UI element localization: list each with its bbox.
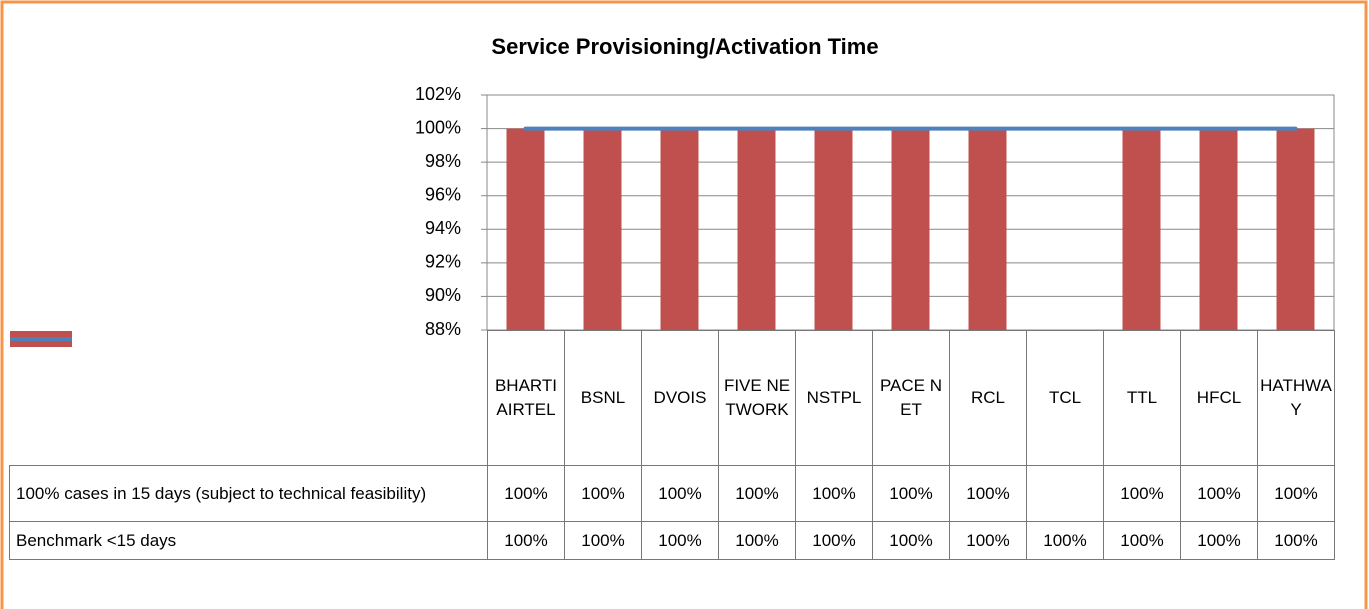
chart-title: Service Provisioning/Activation Time <box>491 34 878 59</box>
series-row: Benchmark <15 days 100% 100% 100% 100% 100% 10… <box>9 336 1335 560</box>
y-tick-label: 102% <box>415 84 461 104</box>
data-label: 100% <box>949 465 1027 522</box>
data-label: 100% <box>1103 521 1181 560</box>
data-label: 100% <box>1103 465 1181 522</box>
data-label: 100% <box>1180 521 1258 560</box>
data-label: 100% <box>564 521 642 560</box>
category-row: BHARTI AIRTEL BSNL DVOIS FIVE NETWORK NSTPL P… <box>10 330 1335 466</box>
bar <box>1122 128 1161 330</box>
data-label: 100% <box>641 465 719 522</box>
x-tick-label: FIVE NETWORK <box>718 330 796 466</box>
x-tick-label: NSTPL <box>795 330 873 466</box>
bar <box>968 128 1007 330</box>
x-tick-label: RCL <box>949 330 1027 466</box>
data-label: 100% <box>795 465 873 522</box>
corner <box>10 331 488 466</box>
data-label: 100% <box>1026 521 1104 560</box>
x-tick-label: PACE NET <box>872 330 950 466</box>
empty-cell <box>1026 465 1104 522</box>
data-label: 100% <box>1180 465 1258 522</box>
x-tick-label: HFCL <box>1180 330 1258 466</box>
y-tick-label: 94% <box>425 218 461 238</box>
bar <box>814 128 853 330</box>
legend-label: Benchmark <15 days <box>16 530 177 550</box>
x-tick-label: BSNL <box>564 330 642 466</box>
x-tick-label: TTL <box>1103 330 1181 466</box>
y-tick-label: 100% <box>415 117 461 137</box>
bar <box>583 128 622 330</box>
legend-entry: Benchmark <15 days <box>9 336 488 560</box>
x-tick-label: HATHWAY <box>1257 330 1335 466</box>
data-label: 100% <box>872 465 950 522</box>
series-row: 100% cases in 15 days (subject to techni… <box>9 330 1335 522</box>
x-tick-label: DVOIS <box>641 330 719 466</box>
y-tick-label: 98% <box>425 151 461 171</box>
y-tick-label: 90% <box>425 285 461 305</box>
data-label: 100% <box>872 521 950 560</box>
legend-label: 100% cases in 15 days (subject to techni… <box>16 483 427 503</box>
bar <box>1276 128 1315 330</box>
data-label: 100% <box>641 521 719 560</box>
x-tick-label: BHARTI AIRTEL <box>487 330 565 466</box>
data-label: 100% <box>564 465 642 522</box>
data-label: 100% <box>1257 521 1335 560</box>
data-label: 100% <box>1257 465 1335 522</box>
bar <box>1199 128 1238 330</box>
data-label: 100% <box>949 521 1027 560</box>
y-tick-label: 88% <box>425 319 461 339</box>
data-label: 100% <box>718 521 796 560</box>
data-label: 100% <box>487 521 565 560</box>
bar <box>660 128 699 330</box>
legend-entry: 100% cases in 15 days (subject to techni… <box>9 330 488 522</box>
data-label: 100% <box>718 465 796 522</box>
data-label: 100% <box>795 521 873 560</box>
x-tick-label: TCL <box>1026 330 1104 466</box>
bar <box>737 128 776 330</box>
data-label: 100% <box>487 465 565 522</box>
legend-key <box>9 336 72 341</box>
data-table: BHARTI AIRTEL BSNL DVOIS FIVE NETWORK NSTPL P… <box>9 330 1335 560</box>
bar <box>891 128 930 330</box>
y-tick-label: 92% <box>425 252 461 272</box>
y-tick-label: 96% <box>425 184 461 204</box>
bar <box>506 128 545 330</box>
